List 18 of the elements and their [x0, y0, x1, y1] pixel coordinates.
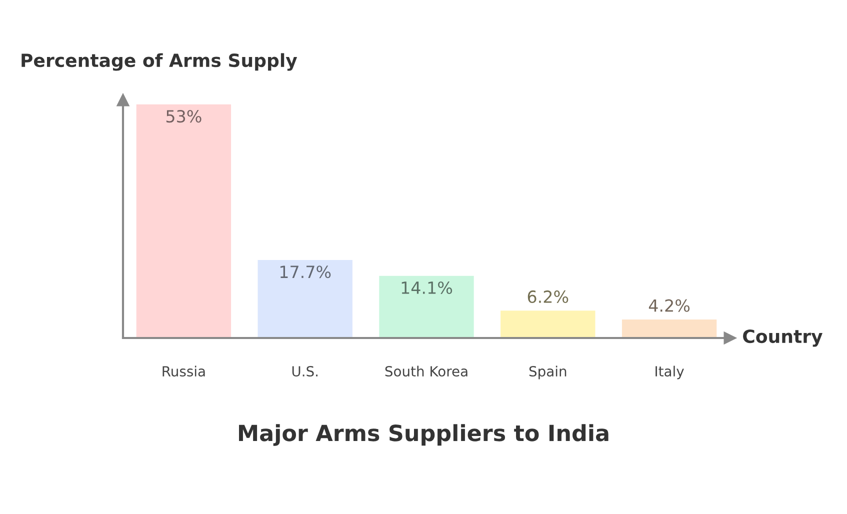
x-tick-label: Spain — [529, 366, 566, 380]
data-label: 6.2% — [528, 290, 568, 304]
data-label: 53% — [166, 110, 202, 123]
x-tick-label: South Korea — [385, 366, 468, 377]
data-label: 4.2% — [648, 299, 690, 312]
text: Major Arms Suppliers to India — [239, 424, 608, 446]
y-axis-title: Percentage of Arms Supply — [22, 53, 298, 71]
bar — [622, 319, 717, 338]
bar — [379, 276, 474, 338]
x-axis-title: Country — [743, 329, 822, 347]
data-label: 14.1% — [402, 281, 452, 294]
data-label: 17.7% — [280, 266, 331, 278]
x-tick-label: U.S. — [292, 366, 318, 377]
bar — [136, 104, 232, 338]
x-tick-label: Russia — [162, 366, 205, 377]
bar — [258, 260, 352, 338]
x-tick-label: Italy — [656, 366, 684, 380]
bar — [500, 310, 596, 338]
